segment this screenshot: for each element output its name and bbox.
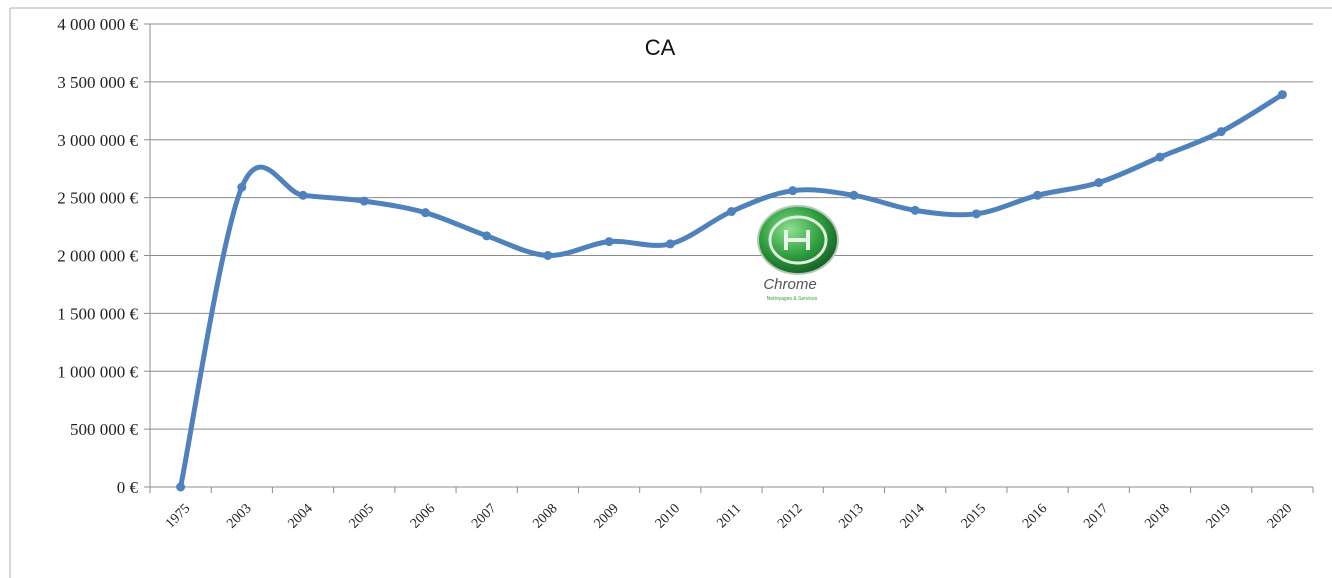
data-point: [849, 190, 859, 200]
data-point: [910, 205, 920, 215]
y-tick-label: 2 500 000 €: [57, 189, 138, 208]
data-point: [482, 231, 492, 241]
data-point: [543, 251, 553, 260]
x-tick-label: 2009: [592, 501, 622, 531]
axes: [144, 23, 1314, 493]
x-tick-label: 2004: [285, 501, 315, 531]
x-tick-label: 2016: [1020, 501, 1050, 531]
data-point: [298, 190, 308, 200]
y-tick-label: 1 500 000 €: [57, 304, 138, 323]
chrome-logo: Chrome Nettoyages & Services: [757, 205, 839, 302]
x-tick-label: 2010: [653, 501, 683, 531]
chart-title: CA: [645, 35, 676, 60]
y-tick-label: 1 000 000 €: [57, 362, 138, 381]
data-point: [788, 186, 798, 196]
x-tick-label: 2017: [1081, 501, 1111, 531]
y-tick-label: 3 500 000 €: [57, 73, 138, 92]
x-tick-label: 1975: [163, 501, 193, 531]
data-point: [1277, 90, 1287, 100]
x-tick-label: 2013: [836, 501, 866, 531]
y-tick-label: 2 000 000 €: [57, 247, 138, 266]
x-tick-label: 2005: [347, 501, 377, 531]
x-tick-label: 2011: [714, 501, 744, 531]
x-tick-label: 2006: [408, 501, 438, 531]
data-point: [237, 182, 247, 192]
data-point: [1155, 152, 1165, 162]
x-tick-label: 2015: [959, 501, 989, 531]
y-tick-label: 4 000 000 €: [57, 15, 138, 34]
data-point: [359, 196, 369, 206]
y-tick-label: 0 €: [117, 478, 139, 497]
y-tick-label: 3 000 000 €: [57, 131, 138, 150]
y-tick-label: 500 000 €: [70, 420, 139, 439]
logo-tagline: Nettoyages & Services: [767, 296, 818, 302]
x-tick-label: 2012: [775, 501, 805, 531]
x-axis-tick-labels: 1975 2003 2004 2005 2006 2007 2008 2009 2010 2011…: [163, 501, 1295, 531]
data-point: [1033, 190, 1043, 200]
gridlines: [150, 23, 1313, 430]
logo-ring-icon: [768, 215, 828, 265]
data-point: [665, 239, 675, 249]
data-point: [971, 209, 981, 219]
logo-name: Chrome: [763, 276, 816, 293]
data-point: [727, 207, 736, 217]
series-line: [178, 92, 1285, 490]
x-tick-label: 2020: [1265, 501, 1295, 531]
x-tick-label: 2007: [469, 501, 499, 531]
data-point: [604, 237, 614, 247]
data-point: [1216, 127, 1226, 137]
data-point: [1094, 178, 1104, 188]
y-axis-tick-labels: 0 € 500 000 € 1 000 000 € 1 500 000 € 2 000 …: [57, 15, 138, 497]
series-markers: [176, 90, 1287, 492]
x-tick-label: 2003: [224, 501, 254, 531]
x-tick-label: 2018: [1142, 501, 1172, 531]
data-point: [176, 482, 186, 492]
x-tick-label: 2019: [1204, 501, 1234, 531]
data-point: [420, 208, 430, 218]
logo-h-mark-icon: [784, 230, 810, 250]
x-tick-label: 2008: [530, 501, 560, 531]
x-tick-label: 2014: [898, 501, 928, 531]
